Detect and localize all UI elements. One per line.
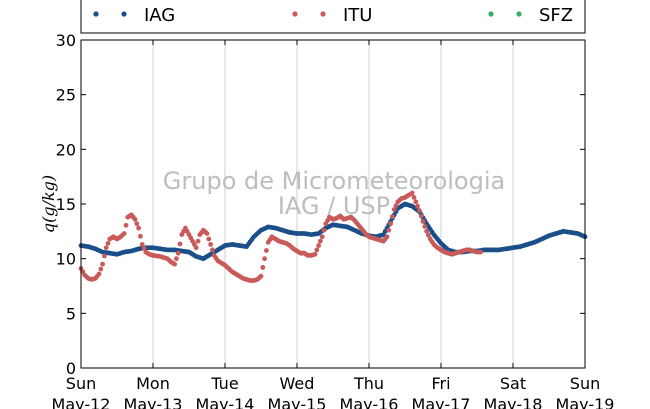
- data-point: [141, 245, 147, 251]
- data-point: [417, 208, 422, 213]
- y-tick-label: 25: [56, 86, 76, 105]
- data-point: [193, 245, 199, 251]
- x-tick-label-date: May-12: [52, 395, 111, 409]
- watermark-line-1: Grupo de Micrometeorologia: [163, 167, 505, 195]
- data-point: [391, 207, 397, 212]
- data-point: [136, 225, 142, 231]
- data-point: [409, 190, 415, 196]
- data-point: [195, 238, 201, 244]
- data-point: [260, 265, 266, 270]
- data-point: [208, 242, 214, 247]
- x-tick-label-day: Sat: [500, 374, 526, 393]
- data-point: [134, 221, 140, 227]
- data-point: [102, 253, 107, 259]
- data-point: [177, 241, 183, 247]
- data-point: [321, 227, 327, 233]
- data-point: [123, 222, 129, 228]
- legend-marker: [320, 11, 326, 17]
- x-tick-label-day: Mon: [136, 374, 170, 393]
- y-tick-label: 15: [56, 195, 76, 214]
- y-tick-label: 10: [56, 250, 76, 269]
- data-point: [418, 213, 424, 219]
- data-point: [393, 203, 399, 209]
- data-point: [175, 250, 181, 256]
- data-point: [415, 203, 420, 209]
- data-point: [384, 234, 390, 240]
- data-point: [139, 242, 145, 247]
- data-point: [100, 261, 105, 267]
- y-tick-label: 30: [56, 31, 76, 50]
- x-tick-label-date: May-19: [556, 395, 615, 409]
- data-point: [98, 266, 104, 272]
- data-point: [210, 247, 215, 253]
- x-tick-label-day: Wed: [280, 374, 315, 393]
- x-tick-label-day: Thu: [353, 374, 384, 393]
- x-tick-label-date: May-18: [484, 395, 543, 409]
- data-point: [390, 214, 395, 219]
- data-point: [258, 273, 264, 279]
- data-point: [206, 236, 212, 242]
- series-iag: [78, 201, 588, 262]
- legend: IAG ITU SFZ: [80, 0, 586, 34]
- x-tick-label-date: May-16: [340, 395, 399, 409]
- data-point: [424, 228, 429, 234]
- data-point: [204, 231, 210, 236]
- watermark-line-2: IAG / USP: [278, 192, 390, 220]
- data-point: [388, 221, 393, 227]
- data-point: [316, 243, 321, 248]
- axes: Sun May-12 Mon May-13 Tue May-14 Wed May-15 Thu M…: [52, 31, 615, 409]
- y-tick-label: 0: [66, 359, 76, 378]
- data-point: [420, 219, 426, 224]
- data-point: [314, 247, 320, 253]
- data-point: [319, 234, 325, 240]
- y-tick-label: 20: [56, 140, 76, 159]
- legend-marker: [93, 11, 99, 17]
- x-tick-label-day: Tue: [210, 374, 238, 393]
- data-point: [103, 245, 109, 251]
- data-point: [411, 195, 417, 200]
- data-point: [413, 199, 419, 205]
- legend-label-iag: IAG: [144, 5, 175, 26]
- grid: [152, 40, 514, 368]
- data-point: [121, 231, 127, 236]
- series-layer: [78, 190, 588, 283]
- data-point: [138, 233, 143, 239]
- data-point: [386, 227, 392, 233]
- legend-label-sfz: SFZ: [539, 5, 573, 26]
- series-itu: [78, 190, 483, 283]
- data-point: [478, 249, 483, 255]
- data-point: [422, 224, 428, 229]
- x-tick-label-date: May-17: [412, 395, 471, 409]
- legend-box: [80, 0, 586, 34]
- legend-marker: [292, 11, 298, 17]
- x-tick-label-date: May-14: [196, 395, 255, 409]
- data-point: [312, 251, 318, 257]
- legend-marker: [488, 11, 494, 17]
- y-axis-label: q(g/kg): [39, 175, 58, 233]
- x-tick-label-day: Sun: [570, 374, 600, 393]
- data-point: [174, 256, 179, 262]
- data-point: [132, 216, 138, 222]
- data-point: [96, 271, 102, 277]
- x-tick-label-day: Sun: [66, 374, 96, 393]
- data-point: [264, 248, 269, 253]
- data-point: [262, 256, 267, 262]
- data-point: [172, 261, 178, 267]
- data-point: [318, 238, 323, 244]
- data-point: [105, 240, 111, 246]
- x-tick-label-day: Fri: [431, 374, 450, 393]
- legend-label-itu: ITU: [343, 5, 372, 26]
- y-tick-label: 5: [66, 304, 76, 323]
- data-point: [426, 232, 431, 238]
- x-tick-label-date: May-15: [268, 395, 327, 409]
- watermark: Grupo de Micrometeorologia IAG / USP: [163, 167, 505, 220]
- x-tick-label-date: May-13: [124, 395, 183, 409]
- legend-marker: [516, 11, 522, 17]
- legend-marker: [121, 11, 127, 17]
